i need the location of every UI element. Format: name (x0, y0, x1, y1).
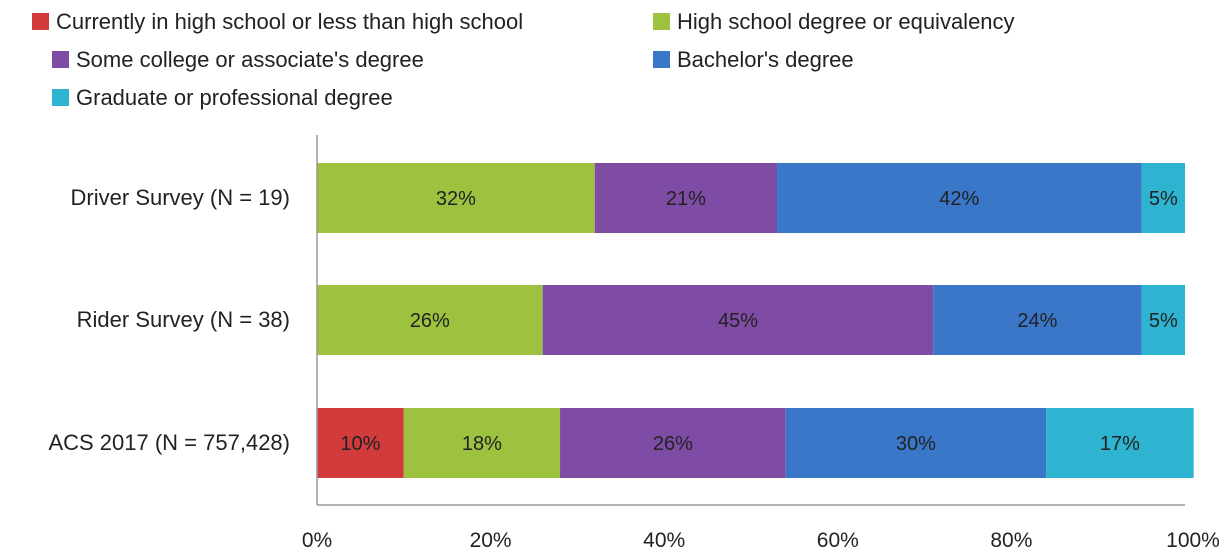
data-label-2-4: 24% (1017, 310, 1057, 332)
category-label-3: ACS 2017 (N = 757,428) (48, 430, 290, 455)
data-label-1-5: 5% (1149, 188, 1178, 210)
x-tick-label-4: 60% (817, 529, 859, 552)
chart-legend: Currently in high school or less than hi… (32, 9, 1015, 110)
bar-segment-3-2 (403, 408, 561, 478)
data-label-3-3: 26% (653, 433, 693, 455)
data-label-3-4: 30% (896, 433, 936, 455)
bar-segment-3-5 (1046, 408, 1194, 478)
bar-segment-2-2 (317, 285, 543, 355)
data-label-3-2: 18% (462, 433, 502, 455)
data-label-2-3: 45% (718, 310, 758, 332)
legend-label-1: Currently in high school or less than hi… (56, 9, 523, 34)
bar-segment-1-4 (777, 163, 1142, 233)
plot-area: 32% 21% 42% 5% Driver Survey (N = 19) 26% 45% 2… (48, 163, 1194, 478)
legend-label-5: Graduate or professional degree (76, 85, 393, 110)
bar-segment-2-5 (1141, 285, 1185, 355)
legend-label-2: High school degree or equivalency (677, 9, 1015, 34)
data-label-2-5: 5% (1149, 310, 1178, 332)
data-label-1-3: 21% (666, 188, 706, 210)
legend-swatch-3 (52, 51, 69, 68)
x-tick-label-2: 20% (470, 529, 512, 552)
bar-segment-3-4 (785, 408, 1047, 478)
bar-segment-1-5 (1141, 163, 1185, 233)
legend-swatch-4 (653, 51, 670, 68)
data-label-1-4: 42% (939, 188, 979, 210)
x-tick-label-3: 40% (643, 529, 685, 552)
x-tick-label-6: 100% (1166, 529, 1220, 552)
legend-swatch-1 (32, 13, 49, 30)
bar-segment-3-3 (560, 408, 786, 478)
bar-segment-2-4 (933, 285, 1142, 355)
category-label-2: Rider Survey (N = 38) (77, 307, 290, 332)
x-tick-label-1: 0% (302, 529, 332, 552)
data-label-3-5: 17% (1100, 433, 1140, 455)
data-label-1-2: 32% (436, 188, 476, 210)
legend-label-3: Some college or associate's degree (76, 47, 424, 72)
bar-segment-1-3 (594, 163, 778, 233)
bar-segment-3-1 (317, 408, 404, 478)
bar-segment-2-3 (542, 285, 934, 355)
legend-swatch-5 (52, 89, 69, 106)
legend-label-4: Bachelor's degree (677, 47, 854, 72)
legend-swatch-2 (653, 13, 670, 30)
data-label-3-1: 10% (340, 433, 380, 455)
bar-segment-1-2 (317, 163, 595, 233)
x-axis: 0% 20% 40% 60% 80% 100% (302, 135, 1220, 552)
category-label-1: Driver Survey (N = 19) (71, 185, 290, 210)
data-label-2-2: 26% (410, 310, 450, 332)
x-tick-label-5: 80% (990, 529, 1032, 552)
